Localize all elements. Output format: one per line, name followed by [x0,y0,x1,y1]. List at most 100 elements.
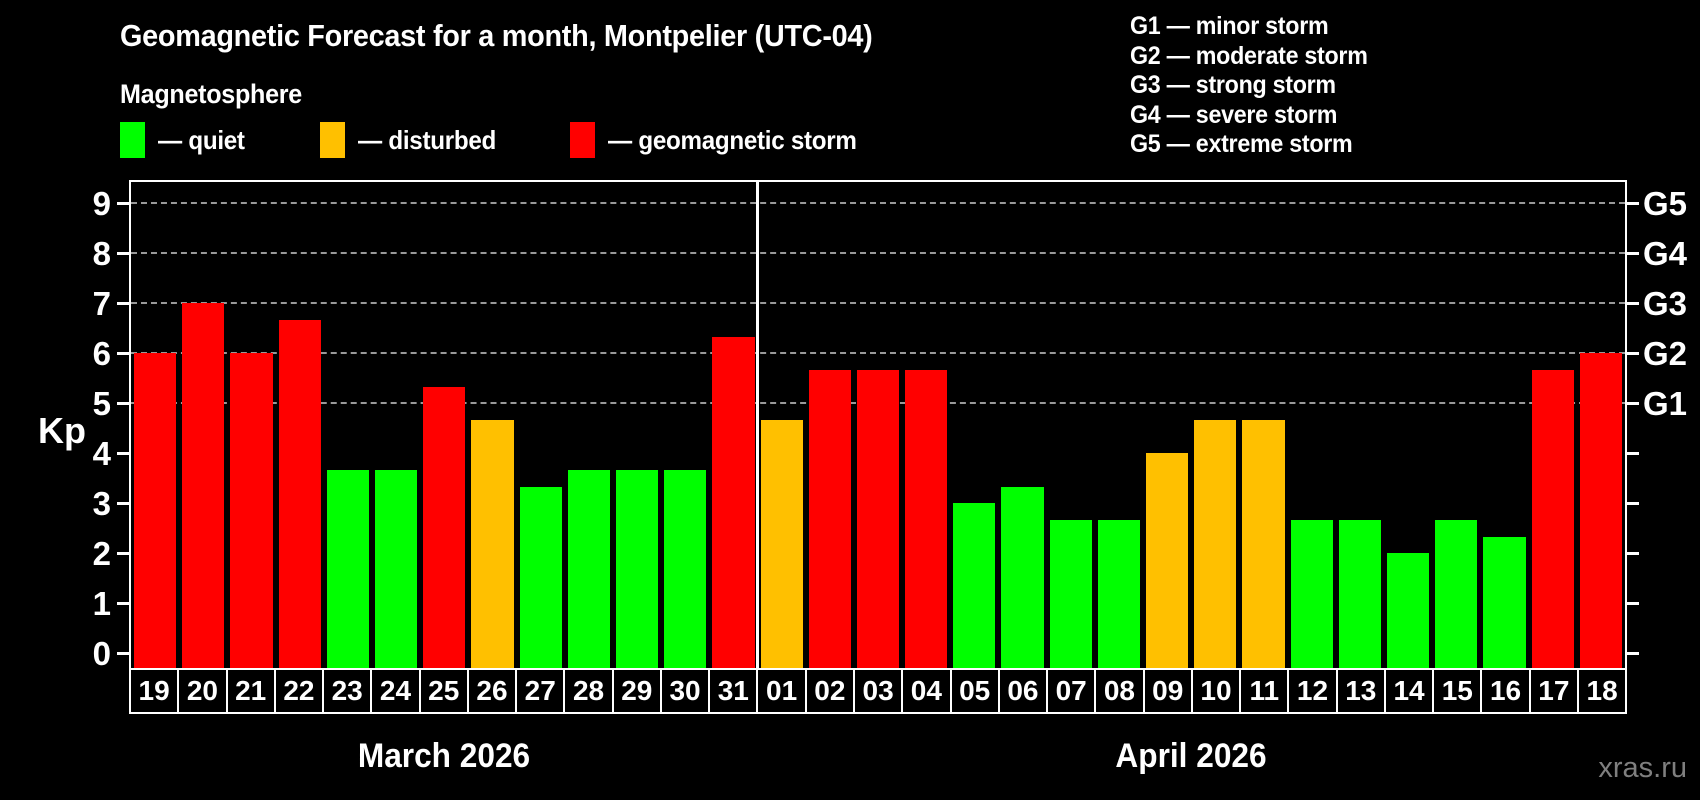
bar-day-16 [1483,536,1526,668]
chart-title: Geomagnetic Forecast for a month, Montpe… [120,18,929,54]
y-axis-label-2: 2 [92,535,111,572]
day-label-31: 31 [708,670,756,712]
g-axis-label-g5: G5 [1643,185,1688,222]
y-axis-label-5: 5 [92,385,111,422]
y-axis-label-0: 0 [92,635,111,672]
y-axis-tick-right-9 [1627,202,1639,205]
day-label-26: 26 [466,670,515,712]
y-axis-tick-right-6 [1627,352,1639,355]
bar-day-23 [326,469,369,668]
bar-day-21 [230,353,273,668]
g-scale-line-g5: G5 — extreme storm [1130,130,1353,158]
bar-day-03 [856,369,900,668]
y-axis-label-7: 7 [92,285,111,322]
bar-day-08 [1097,519,1141,668]
legend-item-quiet: — quiet [120,122,251,158]
y-axis-tick-left-6 [117,352,129,355]
day-label-11: 11 [1239,670,1287,712]
bar-day-18 [1579,353,1622,668]
bar-day-04 [905,369,948,668]
gridline-kp-8 [131,252,1625,254]
bar-day-22 [278,319,321,668]
legend-label-quiet: — quiet [158,124,245,155]
y-axis-tick-right-4 [1627,452,1639,455]
day-label-05: 05 [949,670,998,712]
month-separator-line [756,182,760,668]
legend-item-disturbed: — disturbed [320,122,506,158]
day-label-02: 02 [804,670,853,712]
day-label-20: 20 [177,670,225,712]
day-label-17: 17 [1528,670,1577,712]
y-axis-tick-left-3 [117,502,129,505]
gridline-kp-9 [131,202,1625,204]
bar-day-30 [664,469,707,668]
plot-area [129,180,1627,668]
gridline-kp-7 [131,302,1625,304]
y-axis-tick-right-5 [1627,402,1639,405]
bar-day-27 [519,486,562,668]
day-label-21: 21 [225,670,274,712]
g-scale-line-g1: G1 — minor storm [1130,12,1329,40]
day-label-07: 07 [1046,670,1094,712]
y-axis-tick-right-7 [1627,302,1639,305]
y-axis-label-4: 4 [92,435,111,472]
y-axis-label-8: 8 [92,235,111,272]
y-axis-tick-left-2 [117,552,129,555]
day-label-30: 30 [659,670,708,712]
bar-day-15 [1435,519,1478,668]
y-axis-tick-left-4 [117,452,129,455]
y-axis-tick-left-5 [117,402,129,405]
day-label-14: 14 [1383,670,1432,712]
g-axis-label-g3: G3 [1643,285,1688,322]
day-axis-row: 19 20 21 22 23 24 25 26 27 28 29 30 31 01 02 03 04 05 06 07… [129,668,1627,714]
magnetosphere-label-text: Magnetosphere [120,79,302,109]
day-label-24: 24 [370,670,418,712]
storm-color-swatch [570,122,595,158]
bar-day-26 [471,419,514,668]
day-label-15: 15 [1432,670,1480,712]
day-label-12: 12 [1287,670,1335,712]
day-label-16: 16 [1480,670,1528,712]
y-axis-label-3: 3 [92,485,111,522]
y-axis-tick-left-8 [117,252,129,255]
y-axis-tick-right-0 [1627,652,1639,655]
day-label-09: 09 [1142,670,1191,712]
y-axis-tick-right-3 [1627,502,1639,505]
y-axis-tick-right-1 [1627,602,1639,605]
y-axis-label-6: 6 [92,335,111,372]
y-axis-tick-right-8 [1627,252,1639,255]
bar-day-14 [1387,553,1430,668]
bar-day-31 [712,336,755,668]
magnetosphere-label: Magnetosphere [120,79,316,110]
bar-day-24 [374,469,418,668]
y-axis-tick-left-9 [117,202,129,205]
legend-label-storm: — geomagnetic storm [608,124,857,155]
day-label-29: 29 [611,670,660,712]
y-axis-tick-left-1 [117,602,129,605]
legend-label-disturbed: — disturbed [358,124,496,155]
g-scale-line-g3: G3 — strong storm [1130,71,1336,99]
g-scale-line-g4: G4 — severe storm [1130,100,1338,129]
quiet-color-swatch [120,122,145,158]
day-label-19: 19 [138,675,170,706]
y-axis-tick-left-0 [117,652,129,655]
month-label-april: April 2026 [1115,737,1267,775]
day-label-06: 06 [997,670,1046,712]
chart-title-text: Geomagnetic Forecast for a month, Montpe… [120,18,873,53]
bar-day-28 [567,469,610,668]
y-axis-tick-right-2 [1627,552,1639,555]
bar-day-11 [1242,419,1285,668]
bar-day-17 [1531,369,1574,668]
bar-day-07 [1049,519,1092,668]
day-label-27: 27 [515,670,563,712]
kp-axis-title: Kp [38,410,86,451]
day-label-03: 03 [852,670,901,712]
y-axis-label-9: 9 [92,185,111,222]
g-axis-label-g2: G2 [1643,335,1688,372]
day-label-08: 08 [1094,670,1142,712]
day-label-13: 13 [1335,670,1384,712]
bar-day-05 [953,503,996,668]
legend-item-storm: — geomagnetic storm [570,122,875,158]
gridline-kp-6 [131,352,1625,354]
bar-day-29 [615,469,659,668]
